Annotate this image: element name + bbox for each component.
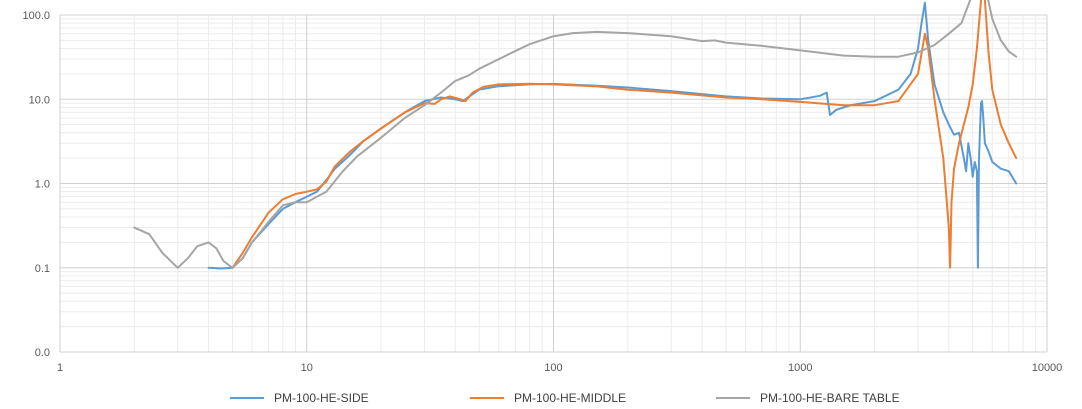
legend-label-2: PM-100-HE-BARE TABLE: [760, 391, 900, 405]
y-tick-label: 0.1: [35, 263, 50, 275]
x-tick-label: 10000: [1032, 362, 1063, 374]
legend-label-0: PM-100-HE-SIDE: [274, 391, 369, 405]
y-tick-label: 1.0: [35, 179, 50, 191]
series-line-0: [207, 1, 1018, 270]
legend-label-1: PM-100-HE-MIDDLE: [514, 391, 626, 405]
y-tick-label: 10.0: [29, 94, 50, 106]
series-lines: [133, 0, 1018, 270]
x-tick-label: 1: [57, 362, 63, 374]
x-axis-tick-labels: 1 10 100 1000 10000: [57, 362, 1062, 374]
series-line-1: [231, 0, 1018, 269]
x-tick-label: 10: [301, 362, 313, 374]
x-tick-label: 1000: [788, 362, 812, 374]
x-tick-label: 100: [544, 362, 562, 374]
y-tick-label: 0.0: [35, 347, 50, 359]
series-line-2: [133, 0, 1018, 269]
legend: PM-100-HE-SIDE PM-100-HE-MIDDLE PM-100-HE-…: [230, 391, 900, 405]
y-tick-label: 100.0: [22, 10, 50, 22]
